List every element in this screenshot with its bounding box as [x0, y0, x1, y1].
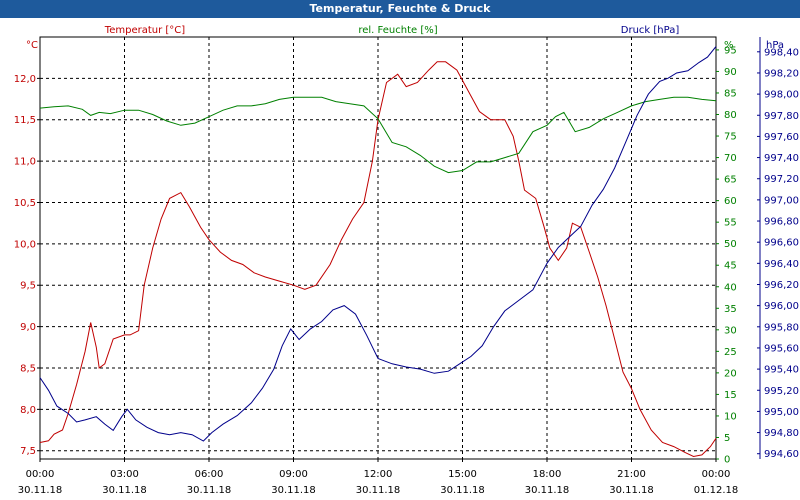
pressure-tick-label: 995,60: [764, 343, 799, 354]
humidity-tick-label: 55: [724, 218, 737, 229]
x-tick-time: 03:00: [110, 469, 139, 480]
pressure-tick-label: 996,40: [764, 259, 799, 270]
temperature-unit: °C: [26, 40, 38, 51]
humidity-tick-label: 65: [724, 175, 737, 186]
humidity-tick-label: 40: [724, 282, 737, 293]
humidity-tick-label: 15: [724, 390, 737, 401]
temperature-tick-label: 11,0: [14, 157, 36, 168]
pressure-tick-label: 995,20: [764, 386, 799, 397]
x-tick-time: 00:00: [702, 469, 731, 480]
pressure-tick-label: 998,40: [764, 47, 799, 58]
pressure-unit: hPa: [766, 40, 784, 51]
humidity-tick-label: 45: [724, 261, 737, 272]
humidity-tick-label: 90: [724, 67, 737, 78]
x-tick-date: 30.11.18: [102, 485, 147, 496]
pressure-tick-label: 995,40: [764, 365, 799, 376]
pressure-tick-label: 998,00: [764, 90, 799, 101]
pressure-tick-label: 995,80: [764, 322, 799, 333]
x-tick-date: 30.11.18: [440, 485, 485, 496]
humidity-axis-ticks: 0 5 10 15 20 25 30 35 40 45 50 55 60 65 70 75 80 85 90 95: [716, 45, 737, 466]
x-tick-date: 30.11.18: [356, 485, 401, 496]
pressure-tick-label: 997,40: [764, 153, 799, 164]
x-axis-ticks: 00:00 30.11.18 03:00 30.11.18 06:00 30.11.18 0…: [18, 459, 739, 496]
pressure-tick-label: 997,00: [764, 195, 799, 206]
temperature-tick-label: 9,5: [20, 281, 36, 292]
humidity-unit: %: [724, 40, 734, 51]
humidity-tick-label: 5: [724, 433, 730, 444]
x-tick-date: 30.11.18: [271, 485, 316, 496]
humidity-axis-label: rel. Feuchte [%]: [358, 25, 437, 36]
temperature-axis-ticks: 7,5 8,0 8,5 9,0 9,5 10,0 10,5 11,0 11,5 12,0: [14, 74, 40, 457]
x-tick-date: 30.11.18: [18, 485, 63, 496]
pressure-tick-label: 997,20: [764, 174, 799, 185]
axis-headers: Temperatur [°C] rel. Feuchte [%] Druck […: [26, 25, 784, 51]
humidity-tick-label: 20: [724, 368, 737, 379]
temperature-tick-label: 8,5: [20, 363, 36, 374]
x-tick-date: 01.12.18: [694, 485, 739, 496]
temperature-tick-label: 9,0: [20, 322, 36, 333]
x-tick-date: 30.11.18: [525, 485, 570, 496]
humidity-tick-label: 95: [724, 45, 737, 56]
temperature-tick-label: 12,0: [14, 74, 36, 85]
pressure-tick-label: 996,60: [764, 238, 799, 249]
x-tick-time: 12:00: [364, 469, 393, 480]
temperature-axis-label: Temperatur [°C]: [104, 25, 185, 36]
pressure-axis-ticks: 994,60 994,80 995,00 995,20 995,40 995,60 995,…: [757, 37, 799, 460]
temperature-tick-label: 8,0: [20, 405, 36, 416]
temperature-tick-label: 10,5: [14, 198, 36, 209]
pressure-tick-label: 997,60: [764, 132, 799, 143]
x-tick-time: 21:00: [617, 469, 646, 480]
humidity-tick-label: 25: [724, 347, 737, 358]
humidity-tick-label: 85: [724, 88, 737, 99]
pressure-tick-label: 996,80: [764, 217, 799, 228]
pressure-tick-label: 996,00: [764, 301, 799, 312]
x-tick-time: 15:00: [448, 469, 477, 480]
humidity-tick-label: 75: [724, 132, 737, 143]
pressure-tick-label: 994,80: [764, 428, 799, 439]
temperature-tick-label: 10,0: [14, 239, 36, 250]
humidity-tick-label: 70: [724, 153, 737, 164]
x-tick-time: 18:00: [533, 469, 562, 480]
humidity-tick-label: 0: [724, 455, 730, 466]
x-tick-date: 30.11.18: [187, 485, 232, 496]
series-line-pressure: [39, 46, 717, 442]
window-title: Temperatur, Feuchte & Druck: [0, 0, 800, 18]
temperature-tick-label: 7,5: [20, 446, 36, 457]
humidity-tick-label: 30: [724, 325, 737, 336]
pressure-tick-label: 997,80: [764, 111, 799, 122]
humidity-tick-label: 10: [724, 411, 737, 422]
pressure-tick-label: 998,20: [764, 68, 799, 79]
humidity-tick-label: 50: [724, 239, 737, 250]
pressure-axis-label: Druck [hPa]: [621, 25, 680, 36]
x-tick-time: 00:00: [26, 469, 55, 480]
pressure-tick-label: 995,00: [764, 407, 799, 418]
pressure-tick-label: 994,60: [764, 449, 799, 460]
x-tick-time: 09:00: [279, 469, 308, 480]
series-lines: [39, 46, 717, 458]
humidity-tick-label: 60: [724, 196, 737, 207]
x-tick-time: 06:00: [195, 469, 224, 480]
humidity-tick-label: 80: [724, 110, 737, 121]
series-line-humidity: [39, 96, 717, 174]
humidity-tick-label: 35: [724, 304, 737, 315]
pressure-tick-label: 996,20: [764, 280, 799, 291]
temperature-tick-label: 11,5: [14, 115, 36, 126]
x-tick-date: 30.11.18: [609, 485, 654, 496]
